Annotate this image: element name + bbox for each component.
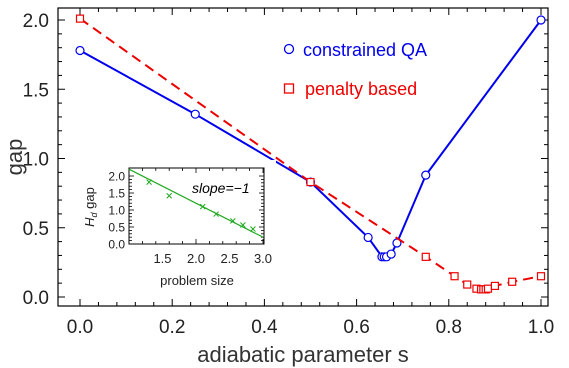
constrained-qa-point [75,45,85,56]
constrained-qa-point [190,109,200,119]
x-axis-label: adiabatic parameter s [197,342,409,367]
legend-square-icon [283,83,295,94]
inset-point-stroke [213,211,219,217]
inset-point [250,226,256,232]
legend-circle-icon [283,43,295,55]
x-tick-label: 0.4 [251,317,278,338]
x-tick-label: 0.2 [159,317,185,338]
x-tick-label: 1.0 [528,317,554,338]
penalty-based-point [421,252,430,261]
y-axis-label: gap [2,139,27,176]
inset-x-tick-label: 2.5 [220,251,238,266]
inset-y-tick-label: 1.5 [108,187,125,201]
plot-frame [57,7,549,307]
legend-label-penalty-based: penalty based [305,79,417,99]
inset-y-label-main: H [82,217,97,227]
legend-label-constrained-qa: constrained QA [303,40,427,60]
inset-y-axis-label: Hd gap [82,187,99,227]
y-tick-label: 0.0 [23,288,49,309]
constrained-qa-point [421,170,431,180]
inset-point-stroke [166,192,173,199]
y-tick-label: 2.0 [23,11,49,32]
constrained-qa-point [363,232,373,243]
inset-y-tick-label: 2.0 [108,170,125,184]
penalty-based-point [463,280,472,289]
inset-point-stroke [199,203,206,210]
inset-y-tick-label: 1.0 [108,204,125,218]
inset-point-stroke [146,179,152,185]
y-tick-label: 1.5 [23,80,49,101]
penalty-based-point [483,284,493,293]
inset-x-tick-label: 1.5 [153,251,171,266]
inset-point [146,179,152,185]
x-tick-label: 0.0 [67,317,93,338]
inset-y-tick-label: 0.5 [108,221,125,235]
penalty-based-point [490,281,499,291]
penalty-based-point [75,14,85,23]
y-tick-label: 1.0 [23,150,49,171]
inset-y-tick-label: 0.0 [108,238,125,252]
inset-point-stroke [229,218,236,224]
inset-point [229,218,236,224]
constrained-qa-point [386,249,396,259]
inset-point [199,203,206,210]
inset-y-label-sub: d [89,211,99,217]
penalty-based-point [306,177,315,187]
constrained-qa-point [536,15,546,25]
inset-point [240,222,246,228]
inset-y-label-rest: gap [82,187,97,212]
x-tick-label: 0.6 [343,317,369,338]
penalty-based-point [508,277,517,286]
inset-x-axis-label: problem size [160,273,234,288]
inset-point-stroke [240,222,246,228]
inset-point [166,192,173,199]
penalty-based-point [450,272,459,281]
inset-x-tick-label: 3.0 [254,251,272,266]
penalty-based-point [536,272,546,281]
inset-point [213,211,219,217]
inset-slope-annotation: slope=−1 [192,180,250,196]
x-tick-label: 0.8 [436,317,462,338]
inset-x-tick-label: 2.0 [187,251,205,266]
inset-point-stroke [250,226,256,232]
y-tick-label: 0.5 [23,219,49,240]
